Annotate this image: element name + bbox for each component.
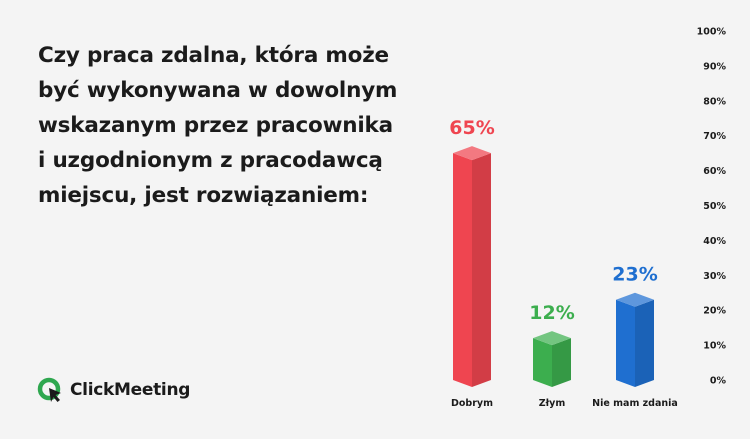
y-tick-label: 80% [703,96,726,107]
clickmeeting-logo-icon [37,377,61,402]
bar-right-face [635,299,654,387]
y-tick-label: 60% [703,166,726,177]
clickmeeting-logo: ClickMeeting [36,376,190,404]
y-tick-label: 70% [703,131,726,142]
y-tick-label: 10% [703,341,726,352]
x-tick-label: Nie mam zdania [592,398,678,409]
data-label: 12% [529,302,574,324]
chart-title: Czy praca zdalna, która może być wykonyw… [38,43,398,208]
y-tick-label: 100% [697,27,727,38]
logo-text: ClickMeeting [70,380,191,400]
y-tick-label: 0% [710,376,727,387]
x-tick-label: Dobrym [451,398,493,409]
y-tick-label: 50% [703,201,726,212]
bar-right-face [552,338,571,387]
bar-left-face [616,299,635,387]
y-tick-label: 20% [703,306,726,317]
bar-left-face [453,153,472,387]
bar-top-face [533,331,571,346]
data-label: 23% [612,264,657,286]
bar-left-face [533,338,552,387]
y-tick-label: 30% [703,271,726,282]
y-tick-label: 90% [703,61,726,72]
bar-top-face [616,292,654,307]
bar-top-face [453,146,491,161]
bar-right-face [472,153,491,387]
data-label: 65% [449,117,494,139]
y-tick-label: 40% [703,236,726,247]
x-tick-label: Złym [539,398,566,409]
